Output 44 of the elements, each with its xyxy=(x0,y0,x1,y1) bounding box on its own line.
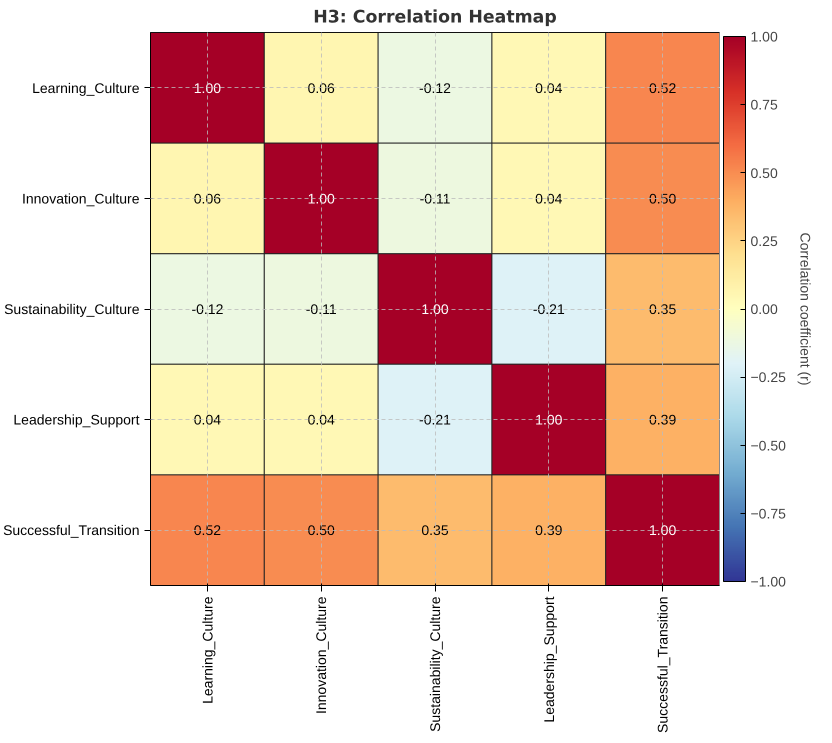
color-bar-label: −1.00 xyxy=(750,574,786,590)
chart-title: H3: Correlation Heatmap xyxy=(313,8,557,28)
color-bar-label: −0.25 xyxy=(750,369,786,386)
data-label: -0.12 xyxy=(191,301,224,317)
color-bar-label: −0.50 xyxy=(750,437,786,454)
y-tick-label: Successful_Transition xyxy=(3,522,140,538)
data-label: -0.21 xyxy=(419,412,452,428)
color-bar-label: 0.50 xyxy=(750,164,778,181)
data-label: 0.04 xyxy=(535,190,563,206)
y-tick-label: Sustainability_Culture xyxy=(4,301,140,317)
data-label: 0.39 xyxy=(648,412,676,428)
data-label: 0.39 xyxy=(535,522,563,538)
data-label: 0.06 xyxy=(194,190,222,206)
data-label: 0.04 xyxy=(194,412,222,428)
color-bar-label: −0.75 xyxy=(750,505,786,522)
data-label: 0.04 xyxy=(308,412,336,428)
data-label: 0.50 xyxy=(648,190,676,206)
data-label: 0.52 xyxy=(648,80,676,96)
data-label: 0.50 xyxy=(308,522,336,538)
data-label: 0.06 xyxy=(308,80,336,96)
x-tick-label: Innovation_Culture xyxy=(313,596,330,714)
color-bar-label: 0.00 xyxy=(750,301,778,317)
data-label: 0.35 xyxy=(648,301,676,317)
x-tick-label: Sustainability_Culture xyxy=(427,596,443,732)
data-label: 0.35 xyxy=(421,522,449,538)
data-label: -0.21 xyxy=(532,301,565,317)
color-bar-label: 0.25 xyxy=(750,232,778,249)
data-label: 1.00 xyxy=(648,522,676,538)
x-tick-label: Learning_Culture xyxy=(199,596,216,704)
color-bar-title: Correlation coefficient (r) xyxy=(798,232,814,386)
data-label: 1.00 xyxy=(308,190,336,206)
data-label: 1.00 xyxy=(194,80,222,96)
y-tick-label: Learning_Culture xyxy=(32,80,140,96)
x-tick-label: Successful_Transition xyxy=(654,596,671,733)
data-label: -0.12 xyxy=(419,80,452,96)
data-label: 0.04 xyxy=(535,80,563,96)
data-label: -0.11 xyxy=(420,190,451,206)
y-tick-label: Leadership_Support xyxy=(13,412,140,428)
data-label: 0.52 xyxy=(194,522,222,538)
y-tick-label: Innovation_Culture xyxy=(22,190,140,206)
data-label: -0.11 xyxy=(306,301,337,317)
x-tick-label: Leadership_Support xyxy=(540,596,557,723)
color-bar-label: 1.00 xyxy=(750,28,778,44)
color-bar-label: 0.75 xyxy=(750,96,778,113)
